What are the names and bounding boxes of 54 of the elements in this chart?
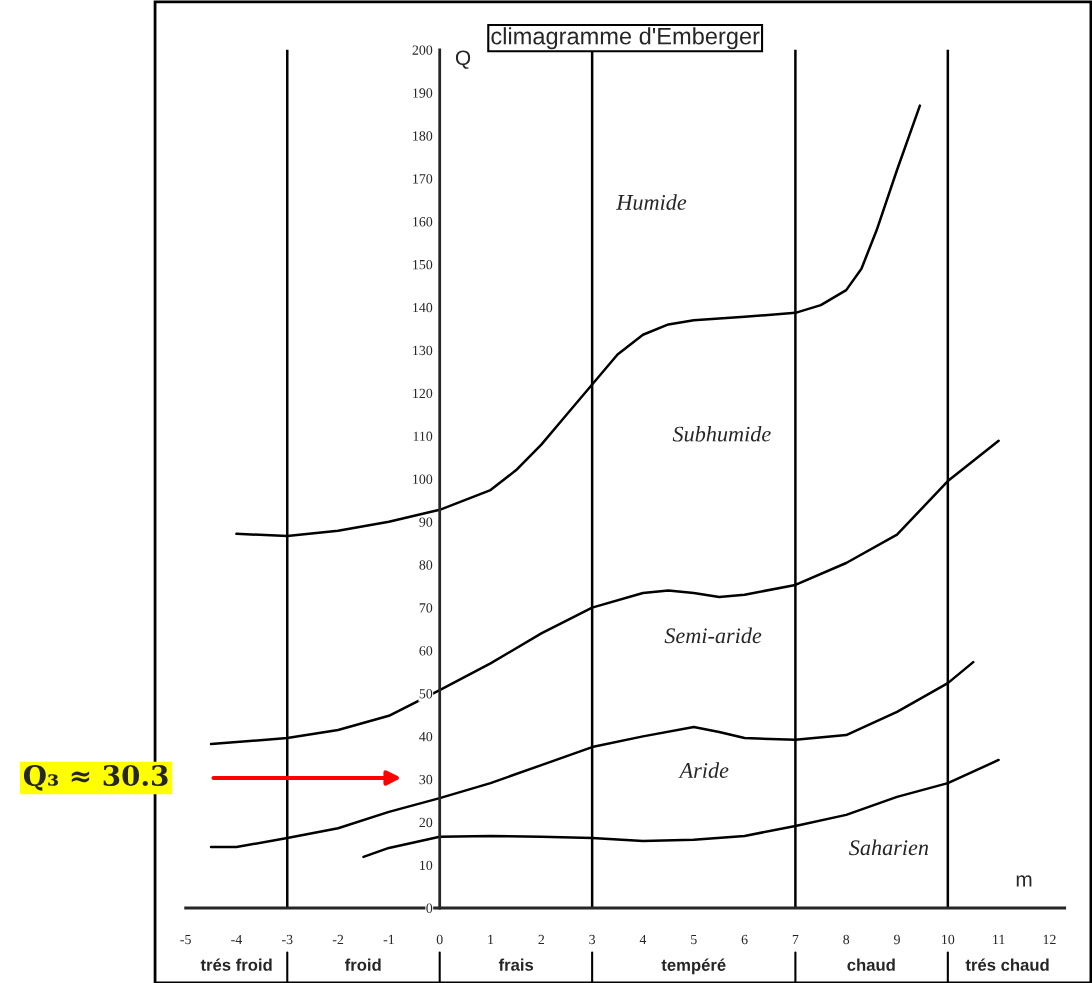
y-tick-label: 130 bbox=[413, 345, 433, 356]
x-tick-label: 10 bbox=[942, 934, 955, 945]
y-tick-label: 50 bbox=[419, 689, 433, 699]
annotation: Humide bbox=[616, 194, 687, 210]
x-tick-label: 2 bbox=[538, 934, 545, 945]
y-tick-label: 140 bbox=[413, 302, 433, 313]
y-tick-label: 190 bbox=[413, 88, 433, 98]
y-tick-label: 60 bbox=[419, 646, 433, 656]
x-tick-label: 7 bbox=[792, 934, 799, 945]
text: chaud bbox=[847, 958, 895, 971]
x-axis-title: m bbox=[1016, 875, 1032, 887]
x-tick-label: 6 bbox=[741, 934, 748, 945]
y-tick-label: 180 bbox=[413, 131, 433, 141]
annotation: Saharien bbox=[849, 839, 929, 856]
text: trés froid bbox=[200, 958, 272, 971]
y-tick-label: 70 bbox=[419, 603, 433, 613]
text: tempéré bbox=[661, 958, 726, 975]
y-tick-label: 10 bbox=[420, 860, 433, 871]
y-tick-label: 90 bbox=[419, 517, 433, 527]
y-tick-label: 20 bbox=[419, 817, 433, 828]
text: frais bbox=[498, 958, 534, 971]
y-tick-label: 200 bbox=[412, 45, 433, 55]
x-tick-label: 12 bbox=[1043, 934, 1056, 945]
y-tick-label: 100 bbox=[413, 474, 433, 484]
y-axis-title: Q bbox=[455, 50, 471, 69]
x-tick-label: 9 bbox=[893, 934, 900, 945]
annotation: Subhumide bbox=[672, 425, 771, 442]
y-tick-label: 40 bbox=[419, 731, 433, 742]
y-tick-label: 170 bbox=[413, 174, 433, 184]
x-tick-label: 5 bbox=[691, 934, 697, 945]
x-tick-label: 4 bbox=[639, 934, 647, 945]
x-tick-label: -4 bbox=[231, 934, 243, 945]
text: froid bbox=[344, 958, 381, 971]
chart-title: climagramme d'Emberger bbox=[491, 27, 760, 50]
x-tick-label: -2 bbox=[332, 934, 344, 945]
y-tick-label: 120 bbox=[413, 388, 433, 399]
annotation: Aride bbox=[678, 762, 729, 778]
annotation: Semi-aride bbox=[664, 627, 762, 644]
x-tick-label: 1 bbox=[488, 934, 494, 945]
y-tick-label: 110 bbox=[413, 431, 433, 441]
x-tick-label: -3 bbox=[282, 934, 293, 945]
x-tick-label: 3 bbox=[589, 934, 596, 945]
x-tick-label: 8 bbox=[843, 934, 850, 945]
y-tick-label: 150 bbox=[413, 259, 433, 270]
y-tick-label: 160 bbox=[413, 217, 433, 227]
y-tick-label: 30 bbox=[419, 774, 433, 785]
x-tick-label: -1 bbox=[383, 934, 394, 945]
x-tick-label: -5 bbox=[180, 934, 191, 945]
x-tick-label: 11 bbox=[993, 934, 1005, 945]
x-tick-label: 0 bbox=[436, 934, 443, 945]
y-tick-label: 0 bbox=[426, 903, 433, 913]
text: Q₃ ≈ 30.3 bbox=[23, 765, 168, 791]
y-tick-label: 80 bbox=[419, 560, 433, 570]
text: trés chaud bbox=[965, 958, 1049, 971]
